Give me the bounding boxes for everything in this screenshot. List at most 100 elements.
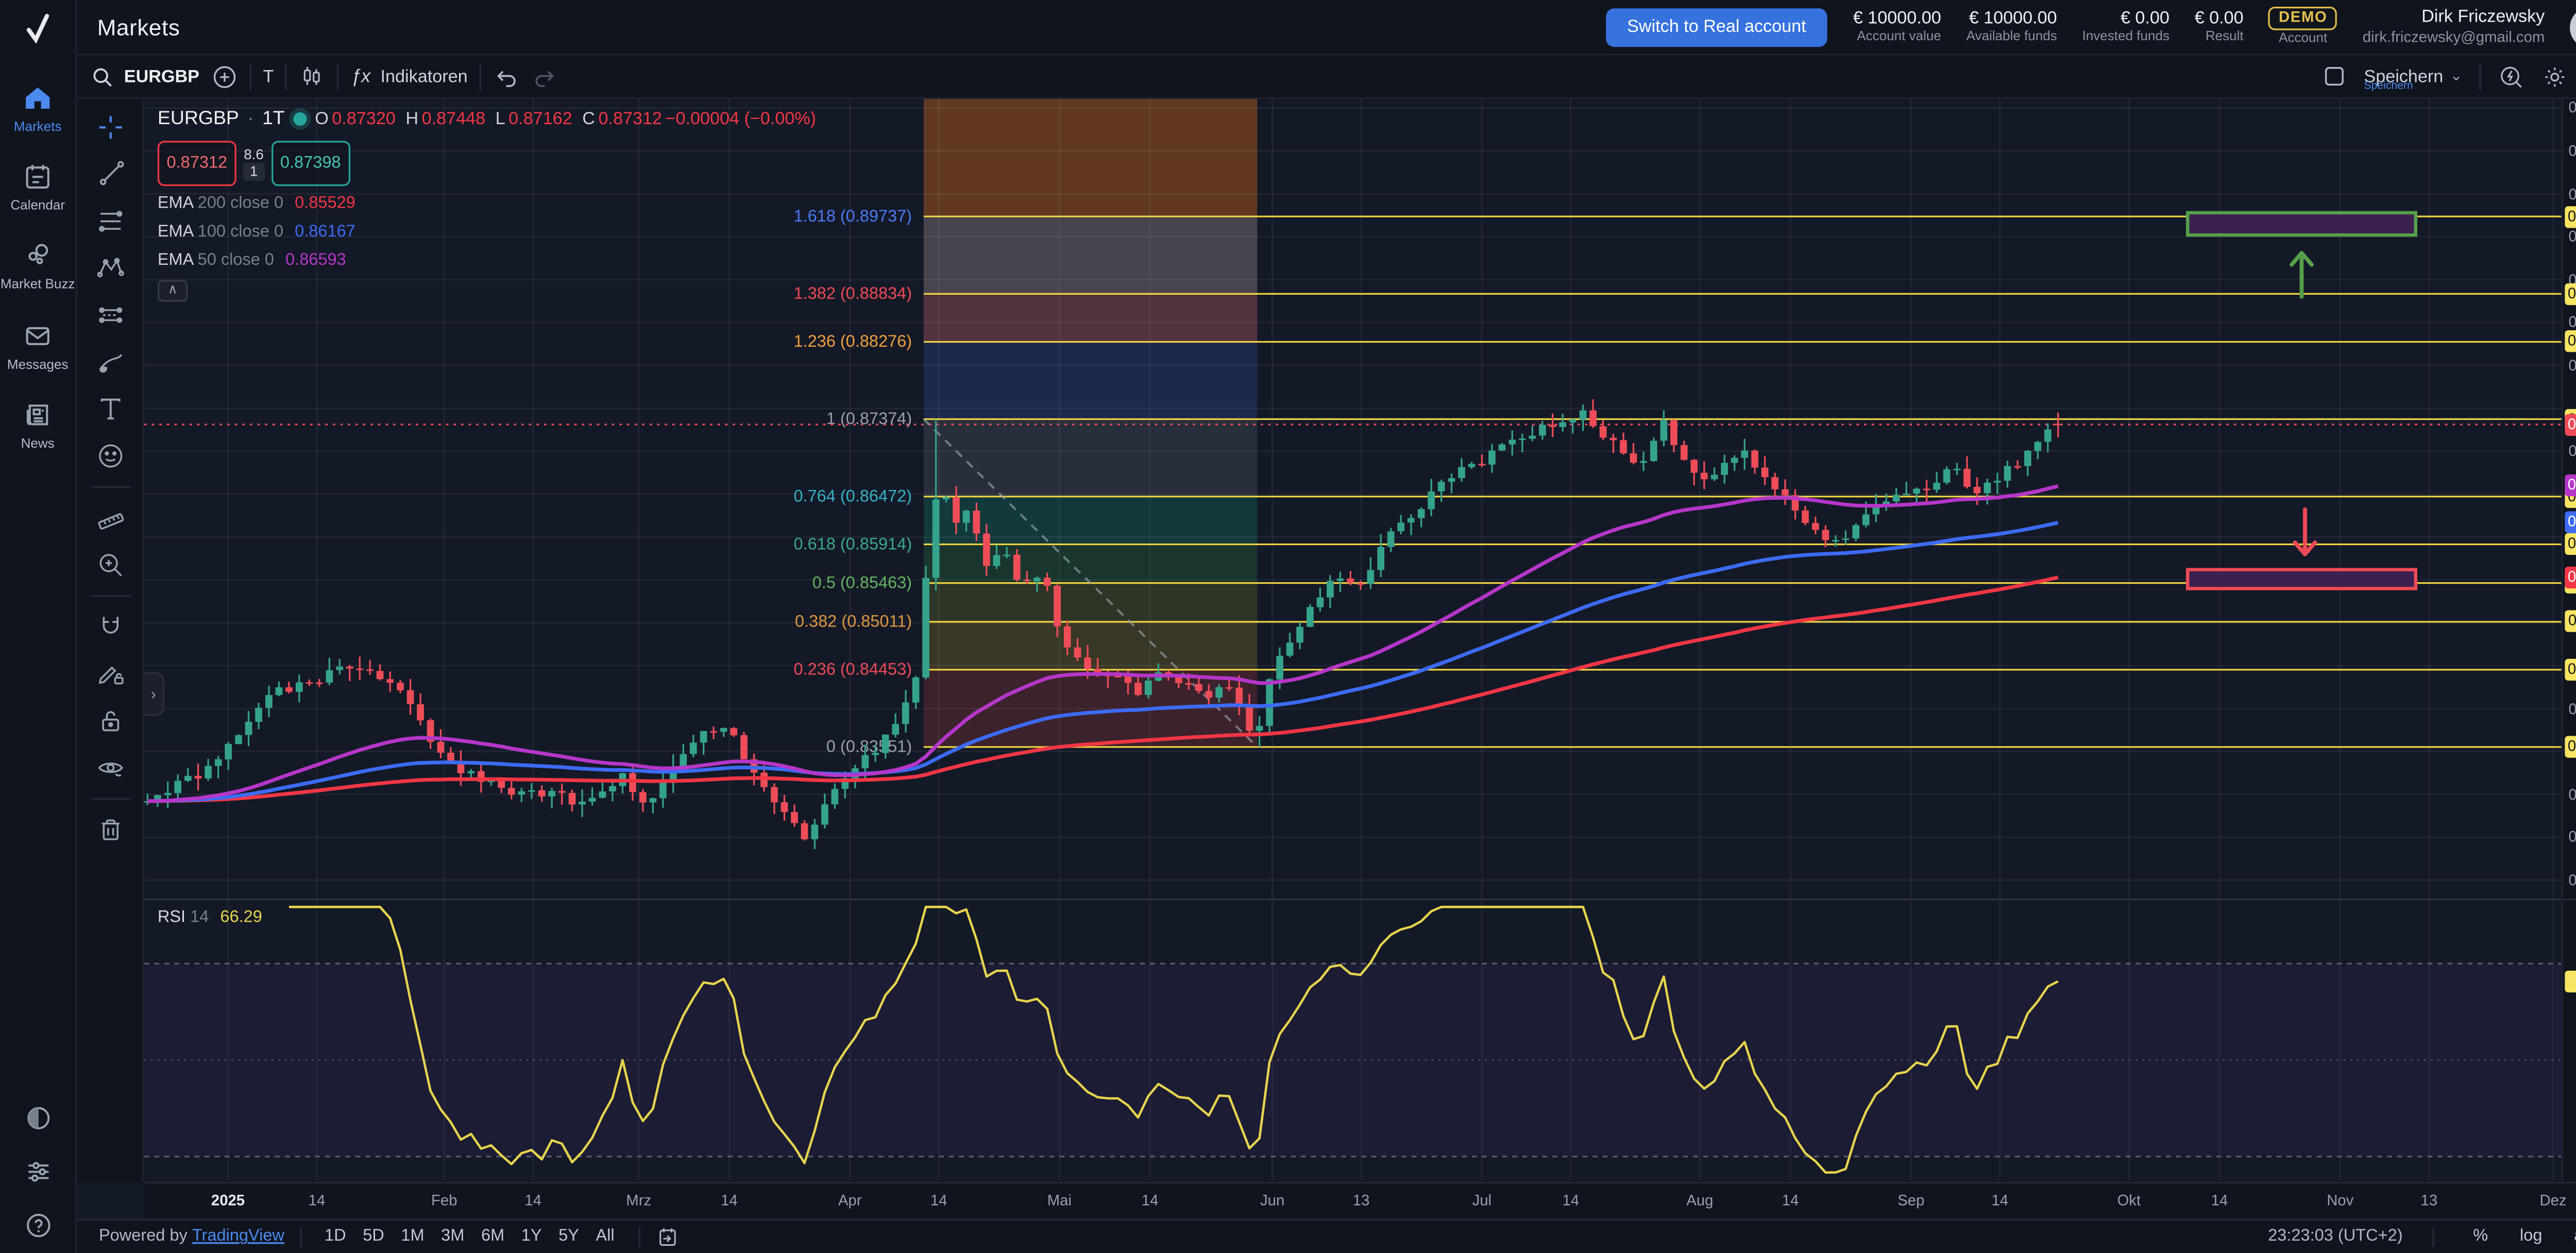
svg-text:0.236 (0.84453): 0.236 (0.84453) (793, 660, 912, 679)
legend-symbol[interactable]: EURGBP (157, 109, 239, 129)
legend-collapse-button[interactable]: ∧ (157, 280, 188, 302)
position-tool-button[interactable] (88, 295, 132, 335)
timeframe-1d[interactable]: 1D (325, 1227, 346, 1246)
tradingview-link[interactable]: TradingView (192, 1227, 284, 1246)
indicator-value: 0.85529 (295, 194, 355, 213)
xabcd-pattern-icon (96, 258, 124, 278)
demo-label: Account (2279, 30, 2328, 46)
bottom-right: 23:23:03 (UTC+2) % log auto (2268, 1226, 2576, 1247)
crosshair-icon (98, 116, 122, 139)
redo-button[interactable] (531, 63, 558, 90)
time-axis-label: Jul (1472, 1192, 1492, 1209)
account-type[interactable]: DEMO Account (2268, 7, 2337, 47)
crosshair-tool-button[interactable] (88, 107, 132, 147)
buy-button[interactable]: 0.87398 (271, 141, 350, 186)
goto-date-button[interactable] (655, 1225, 679, 1249)
app-logo[interactable] (0, 0, 75, 55)
help-button[interactable] (23, 1210, 53, 1240)
indicator-value: 0.86167 (295, 223, 355, 242)
remove-drawings-button[interactable] (88, 810, 132, 850)
timeframe-5d[interactable]: 5D (363, 1227, 384, 1246)
fib-retracement-tool-button[interactable] (88, 201, 132, 241)
undo-button[interactable] (493, 63, 519, 90)
brush-tool-button[interactable] (88, 342, 132, 382)
text-tool-button[interactable] (88, 389, 132, 429)
time-axis-label: Dez (2539, 1192, 2567, 1209)
sidebar-item-market-buzz[interactable]: Market Buzz (0, 241, 75, 293)
auto-scale-button[interactable]: auto (2566, 1228, 2576, 1246)
theme-contrast-button[interactable] (23, 1102, 53, 1132)
rail-toggle-button[interactable]: › (144, 672, 164, 716)
user-email: dirk.friczewsky@gmail.com (2362, 28, 2545, 45)
indicator-params: 50 close 0 (197, 251, 274, 270)
indicator-row-ema100[interactable]: EMA 100 close 0 0.86167 (158, 221, 816, 243)
chart-type-button[interactable] (299, 63, 326, 90)
compare-add-button[interactable] (211, 63, 238, 90)
stat-available-funds: € 10000.00 Available funds (1967, 9, 2057, 44)
emoji-tool-button[interactable] (88, 436, 132, 476)
pattern-tool-button[interactable] (88, 248, 132, 289)
sidebar-item-markets[interactable]: Markets (0, 82, 75, 134)
avatar[interactable] (2570, 6, 2576, 48)
indicator-name: EMA (157, 194, 193, 213)
ohlc-key: O (315, 108, 329, 129)
trend-line-tool-button[interactable] (88, 154, 132, 194)
toolbar-separator (2479, 63, 2481, 90)
price-axis[interactable]: 0.910000.905000.900000.895000.890000.885… (2561, 98, 2576, 1182)
search-icon (93, 67, 112, 86)
quick-search-button[interactable] (2498, 63, 2524, 90)
symbol-search[interactable]: EURGBP (91, 64, 199, 88)
indicator-params: 200 close 0 (197, 194, 284, 213)
market-status-icon[interactable] (293, 113, 307, 127)
hide-drawings-button[interactable] (88, 748, 132, 788)
layout-button[interactable] (2322, 64, 2347, 89)
plus-circle-icon (213, 65, 236, 88)
zoom-in-tool-button[interactable] (88, 545, 132, 585)
indicator-row-ema50[interactable]: EMA 50 close 0 0.86593 (158, 250, 816, 272)
save-label: Speichern (2364, 66, 2444, 87)
sidebar-item-calendar[interactable]: Calendar (0, 161, 75, 213)
interval-button[interactable]: T (263, 66, 274, 87)
sell-button[interactable]: 0.87312 (157, 141, 236, 186)
time-axis-label: 14 (1782, 1192, 1799, 1209)
timeframe-3m[interactable]: 3M (441, 1227, 465, 1246)
rsi-legend[interactable]: RSI 14 66.29 (158, 909, 262, 927)
indicators-button[interactable]: ƒx Indikatoren (351, 66, 467, 87)
time-axis-label: 13 (1352, 1192, 1370, 1209)
ohlc-high: 0.87448 (421, 108, 486, 129)
percent-scale-button[interactable]: % (2473, 1227, 2488, 1246)
rsi-axis-tick: 60.00 (2563, 1002, 2576, 1022)
lock-drawings-button[interactable] (88, 701, 132, 741)
sidebar-item-news[interactable]: News (0, 399, 75, 451)
timeframe-6m[interactable]: 6M (481, 1227, 505, 1246)
rail-separator (90, 595, 130, 597)
fib-price-label: 0.88276 (2565, 331, 2576, 353)
chevron-down-icon: ⌄ (2450, 67, 2463, 84)
trade-buttons: 0.87312 8.6 1 0.87398 (157, 141, 816, 186)
clock[interactable]: 23:23:03 (UTC+2) (2268, 1227, 2403, 1246)
time-axis[interactable]: 2025 14 Feb 14 Mrz 14 Apr 14 Mai 14 Jun 13 Jul 14 Aug 1… (144, 1181, 2576, 1219)
timeframe-1m[interactable]: 1M (401, 1227, 425, 1246)
indicator-name: EMA (157, 223, 193, 242)
chart-settings-button[interactable] (2541, 63, 2568, 90)
switch-to-real-account-button[interactable]: Switch to Real account (1605, 7, 1828, 46)
stat-label: Available funds (1966, 29, 2057, 45)
drawing-mode-button[interactable] (88, 654, 132, 694)
measure-tool-button[interactable] (88, 498, 132, 538)
price-axis-tick: 0.91000 (2563, 98, 2576, 118)
magnet-tool-button[interactable] (88, 607, 132, 647)
svg-text:1.618 (0.89737): 1.618 (0.89737) (793, 207, 912, 225)
log-scale-button[interactable]: log (2520, 1227, 2543, 1246)
preferences-button[interactable] (23, 1156, 53, 1186)
timeframe-1y[interactable]: 1Y (521, 1227, 542, 1246)
stat-value: € 0.00 (2194, 9, 2244, 29)
chart-plot[interactable]: 1.618 (0.89737) 1.382 (0.88834) 1.236 (0.8… (144, 98, 2562, 1180)
time-axis-label: Jun (1260, 1192, 1285, 1209)
save-button[interactable]: Speichern ⌄ Speichern (2364, 55, 2462, 98)
indicator-row-ema200[interactable]: EMA 200 close 0 0.85529 (158, 193, 816, 214)
ohlc-close: 0.87312 (598, 108, 662, 129)
timeframe-5y[interactable]: 5Y (558, 1227, 579, 1246)
ohlc-open: 0.87320 (332, 108, 396, 129)
sidebar-item-messages[interactable]: Messages (0, 319, 75, 371)
timeframe-all[interactable]: All (596, 1227, 615, 1246)
